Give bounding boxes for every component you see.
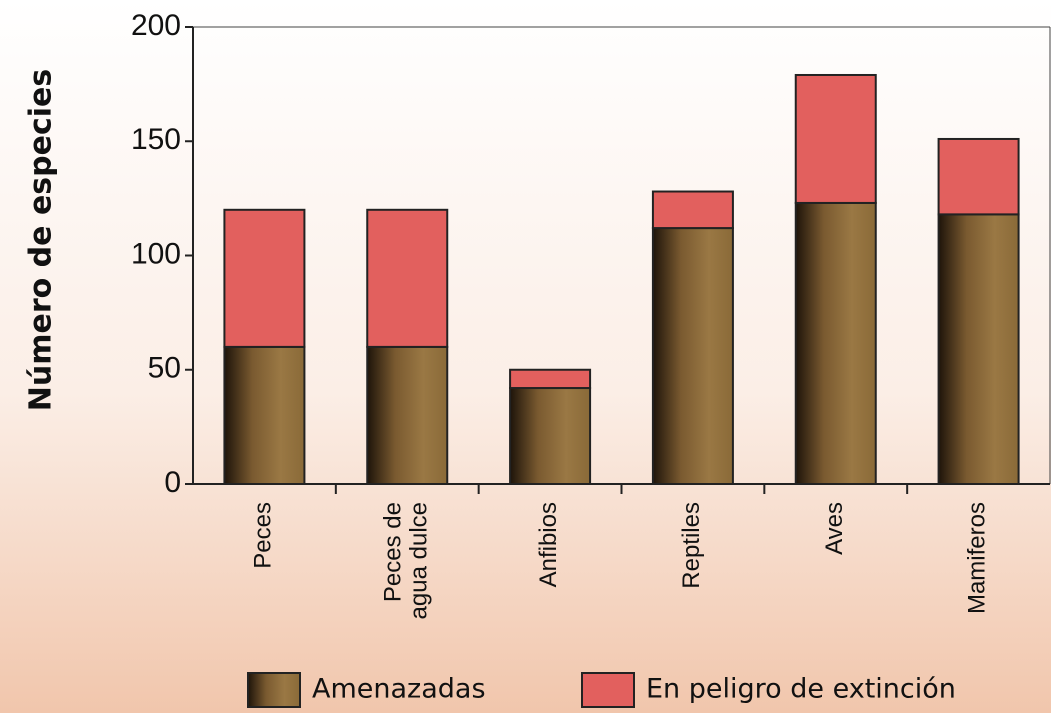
x-tick-label: Anfibios xyxy=(535,502,562,587)
x-tick-label-line: Reptiles xyxy=(678,502,705,589)
bar-segment xyxy=(794,73,877,204)
bar-segment xyxy=(794,201,877,485)
y-axis-label: Número de especies xyxy=(24,69,59,411)
bar-segment xyxy=(509,387,592,485)
x-tick-label-line: Peces de xyxy=(380,502,407,602)
bar-segment xyxy=(651,227,734,485)
y-tick-label: 100 xyxy=(131,237,181,270)
bar-segment xyxy=(223,345,306,485)
legend-label: Amenazadas xyxy=(312,674,486,705)
legend-swatch xyxy=(581,672,635,708)
x-tick-label: Reptiles xyxy=(678,502,705,589)
y-tick-label: 0 xyxy=(164,466,181,499)
legend-swatch xyxy=(247,672,301,708)
bar-segment xyxy=(651,190,734,230)
bar-segment xyxy=(509,368,592,390)
x-tick-label: Mamiferos xyxy=(964,502,991,614)
x-tick-label-line: Mamiferos xyxy=(964,502,991,614)
x-tick-label: Aves xyxy=(821,502,848,555)
x-tick-label-line: Aves xyxy=(821,502,848,555)
x-tick-label: Peces xyxy=(250,502,277,569)
bar-segment xyxy=(937,137,1020,216)
y-tick-label: 50 xyxy=(148,352,181,385)
x-tick-label-line: Peces xyxy=(250,502,277,569)
x-tick-label: Peces deagua dulce xyxy=(380,502,433,619)
bar-segment xyxy=(937,213,1020,485)
x-tick-label-line: agua dulce xyxy=(406,502,433,619)
y-tick-label: 200 xyxy=(131,9,181,42)
y-tick-label: 150 xyxy=(131,123,181,156)
bar-segment xyxy=(366,208,449,348)
bar-segment xyxy=(366,345,449,485)
x-tick-label-line: Anfibios xyxy=(535,502,562,587)
bar-segment xyxy=(223,208,306,348)
legend-label: En peligro de extinción xyxy=(646,674,956,705)
